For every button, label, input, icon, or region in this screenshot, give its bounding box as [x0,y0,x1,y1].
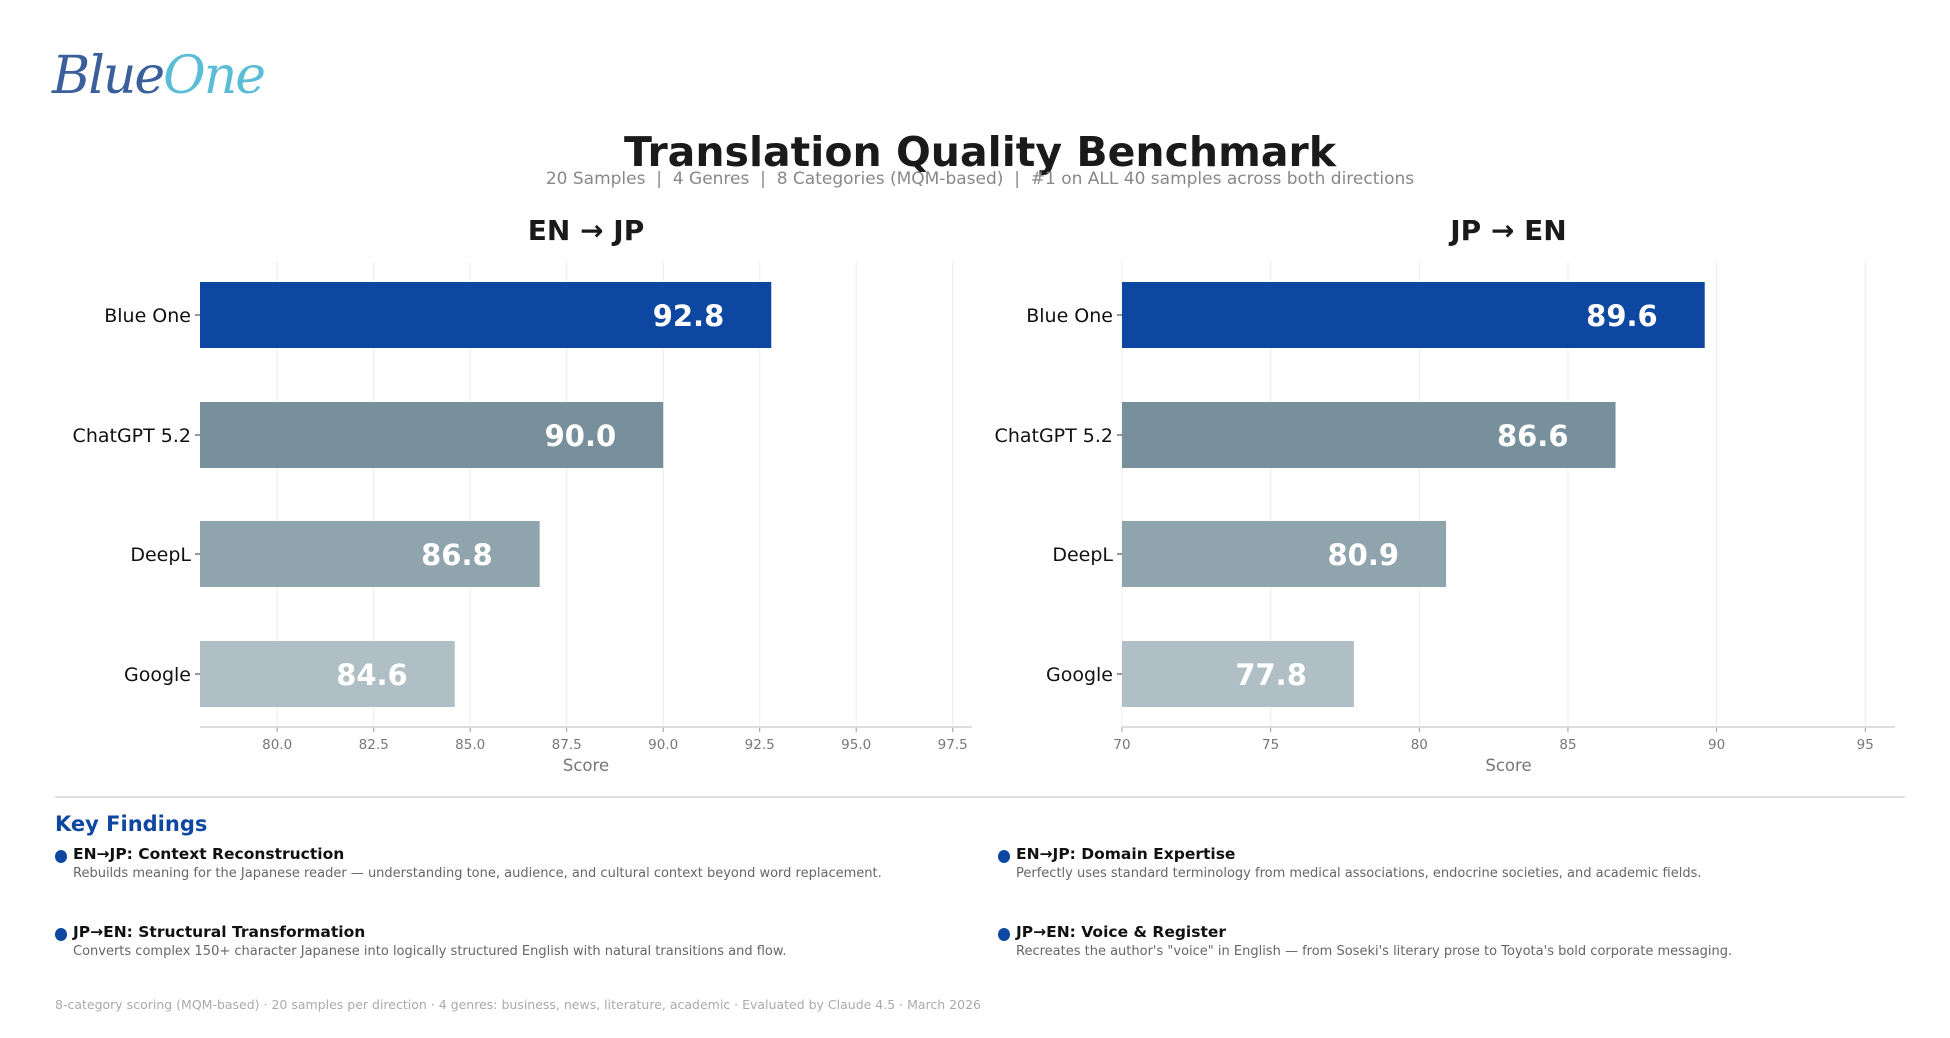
x-tick-label: 95.0 [841,737,871,753]
value-label: 90.0 [545,419,617,453]
x-tick-label: 85.0 [455,737,485,753]
finding-desc: Perfectly uses standard terminology from… [1016,866,1702,881]
category-label: ChatGPT 5.2 [995,425,1113,447]
finding-desc: Rebuilds meaning for the Japanese reader… [73,866,882,881]
finding-title: EN→JP: Context Reconstruction [73,845,345,863]
finding-title: JP→EN: Structural Transformation [73,923,366,941]
x-axis-label: Score [563,756,609,775]
finding-item: JP→EN: Structural Transformation Convert… [55,923,935,968]
key-findings-heading: Key Findings [55,812,208,836]
value-label: 84.6 [336,658,408,692]
bar-blue-one [1122,282,1705,348]
x-tick-label: 90.0 [648,737,678,753]
blue-one-logo: BlueOne [52,46,266,106]
value-label: 80.9 [1328,538,1400,572]
x-tick-label: 75 [1262,737,1279,753]
category-label: ChatGPT 5.2 [73,425,191,447]
x-tick-label: 80.0 [262,737,292,753]
charts: EN → JP 80.0 82.5 85.0 87.5 90.0 92.5 95.0 97.5 S… [73,214,1895,775]
x-tick-label: 87.5 [552,737,582,753]
x-tick-label: 95 [1857,737,1874,753]
category-label: Google [124,664,191,686]
bullet-icon [55,850,67,863]
divider [55,796,1905,798]
value-label: 86.8 [421,538,493,572]
page-title: Translation Quality Benchmark [624,128,1336,176]
bullet-icon [998,928,1010,941]
chart-title: JP → EN [1448,214,1566,247]
category-label: DeepL [1052,544,1113,566]
x-axis-label: Score [1485,756,1531,775]
x-tick-label: 97.5 [938,737,968,753]
category-label: Google [1046,664,1113,686]
finding-desc: Converts complex 150+ character Japanese… [73,944,787,959]
value-label: 77.8 [1235,658,1307,692]
chart-title: EN → JP [528,214,644,247]
finding-title: EN→JP: Domain Expertise [1016,845,1236,863]
category-label: DeepL [130,544,191,566]
bar-blue-one [200,282,772,348]
bullet-icon [998,850,1010,863]
finding-item: JP→EN: Voice & Register Recreates the au… [998,923,1878,968]
bar-chatgpt-5-2 [200,402,664,468]
finding-desc: Recreates the author's "voice" in Englis… [1016,944,1733,959]
finding-item: EN→JP: Context Reconstruction Rebuilds m… [55,845,935,890]
logo-part1: Blue [52,46,165,106]
x-tick-label: 90 [1708,737,1725,753]
finding-item: EN→JP: Domain Expertise Perfectly uses s… [998,845,1878,890]
bar-deepl [200,521,540,587]
category-label: Blue One [104,305,191,327]
x-tick-label: 85 [1559,737,1576,753]
finding-title: JP→EN: Voice & Register [1016,923,1227,941]
x-tick-label: 92.5 [745,737,775,753]
value-label: 92.8 [653,299,725,333]
bar-deepl [1122,521,1447,587]
x-tick-label: 70 [1113,737,1130,753]
category-label: Blue One [1026,305,1113,327]
value-label: 89.6 [1586,299,1658,333]
bullet-icon [55,928,67,941]
x-tick-label: 82.5 [359,737,389,753]
value-label: 86.6 [1497,419,1569,453]
page-subtitle: 20 Samples | 4 Genres | 8 Categories (MQ… [545,169,1415,189]
logo-part2: One [163,46,266,106]
bar-google [200,641,455,707]
bar-google [1122,641,1354,707]
x-tick-label: 80 [1411,737,1428,753]
bar-chatgpt-5-2 [1122,402,1616,468]
footer-note: 8-category scoring (MQM-based) · 20 samp… [55,997,981,1012]
